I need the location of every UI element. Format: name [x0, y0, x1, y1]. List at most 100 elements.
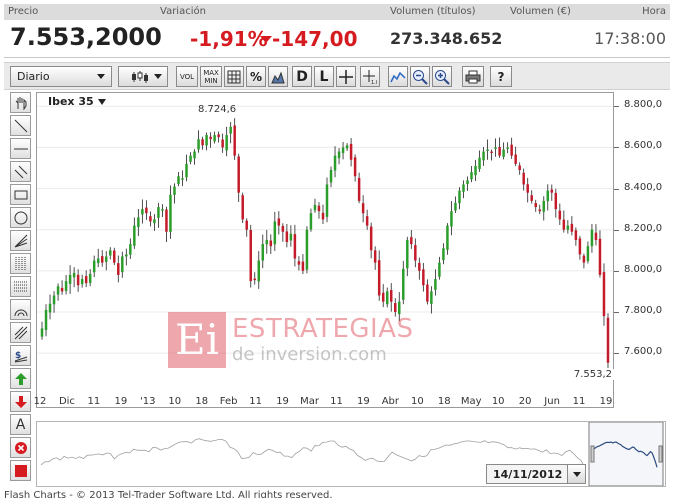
- y-tick-label: 8.200,0: [624, 222, 663, 234]
- svg-text:1.0: 1.0: [371, 80, 377, 84]
- percent-button[interactable]: %: [246, 66, 266, 87]
- daily-button-label: D: [296, 68, 308, 85]
- candle-body: [113, 250, 116, 263]
- gann-tool[interactable]: [10, 322, 31, 343]
- fan-tool[interactable]: [10, 230, 31, 251]
- crosshair-label-icon: 1.0: [363, 69, 377, 84]
- trend-line-tool[interactable]: [10, 115, 31, 136]
- channel-tool[interactable]: [10, 161, 31, 182]
- candle-body: [482, 151, 485, 161]
- candle-body: [241, 195, 244, 220]
- x-axis: 12 Dic 11 19 '13 10 18 Feb 11 19 Mar 11 19 Abr 10 18 May…: [33, 394, 614, 410]
- horizontal-lines-icon: [13, 281, 28, 291]
- volume-button[interactable]: VOL: [176, 66, 198, 87]
- vertical-fibonacci-tool[interactable]: [10, 253, 31, 274]
- arc-tool[interactable]: [10, 299, 31, 320]
- text-tool[interactable]: A: [10, 414, 31, 435]
- navigator-handle[interactable]: [658, 445, 663, 463]
- navigator-handle[interactable]: [590, 445, 595, 463]
- max-min-button[interactable]: MAX MIN: [200, 66, 222, 87]
- zoom-out-icon: [413, 69, 428, 85]
- candle-body: [173, 186, 176, 195]
- buy-signal-tool[interactable]: [10, 368, 31, 389]
- grid-icon: [227, 70, 241, 83]
- candle-body: [578, 238, 582, 255]
- fibonacci-tool[interactable]: [10, 276, 31, 297]
- candle-body: [161, 209, 164, 211]
- candle-body: [277, 218, 281, 226]
- delete-tool[interactable]: [10, 437, 31, 458]
- instrument-select[interactable]: Ibex 35: [48, 95, 106, 108]
- zoom-in-button[interactable]: [432, 66, 452, 87]
- hand-tool[interactable]: [10, 92, 31, 113]
- candle-body: [361, 203, 365, 214]
- candle-body: [305, 229, 309, 270]
- quote-header-values: 7.553,2000 -1,91% -147,00 273.348.652 17…: [4, 20, 670, 58]
- grid-button[interactable]: [224, 66, 244, 87]
- candle-body: [237, 156, 240, 193]
- candle-body: [349, 143, 353, 160]
- time-value: 17:38:00: [594, 29, 666, 48]
- candle-body: [337, 151, 341, 159]
- crosshair-button[interactable]: [336, 66, 356, 87]
- y-axis: 7.600,0 7.800,0 8.000,0 8.200,0 8.400,0 8.600…: [614, 92, 670, 408]
- line-button-label: L: [319, 68, 329, 85]
- x-tick-label: 10: [410, 396, 424, 407]
- arrow-up-icon: [14, 372, 27, 385]
- chart-type-select[interactable]: [118, 66, 168, 87]
- candle-body: [145, 207, 148, 214]
- candle-body: [157, 207, 160, 218]
- arc-icon: [14, 309, 27, 316]
- candle-body: [333, 155, 337, 171]
- candle-body: [209, 136, 212, 140]
- candle-body: [498, 146, 501, 156]
- quote-header-labels: Precio Variación Volumen (títulos) Volum…: [4, 4, 670, 20]
- candle-body: [389, 290, 393, 302]
- candle-body: [470, 172, 473, 180]
- daily-button[interactable]: D: [292, 66, 312, 87]
- mountain-button[interactable]: [268, 66, 288, 87]
- hand-icon: [15, 96, 26, 110]
- x-tick-label: 12: [33, 396, 47, 407]
- help-button[interactable]: ?: [490, 66, 512, 87]
- candle-body: [345, 145, 349, 149]
- color-tool[interactable]: [10, 460, 31, 481]
- candle-body: [414, 245, 417, 261]
- x-tick-label: 11: [87, 396, 101, 407]
- candle-body: [402, 268, 405, 300]
- candle-body: [153, 219, 156, 224]
- sell-signal-tool[interactable]: [10, 391, 31, 412]
- candle-body: [542, 200, 546, 212]
- help-button-label: ?: [497, 69, 505, 84]
- price-chart[interactable]: Ibex 35 8.724,6 7.553,2: [36, 92, 614, 408]
- y-tick-mark: [614, 147, 619, 149]
- chevron-down-icon: [97, 74, 105, 79]
- x-tick-label: Dic: [58, 396, 75, 407]
- x-tick-label: Abr: [381, 396, 400, 407]
- vertical-lines-icon: [15, 256, 25, 271]
- rectangle-tool[interactable]: [10, 184, 31, 205]
- candle-body: [80, 279, 84, 285]
- diagonal-lines-icon: [14, 326, 27, 339]
- candle-body: [285, 231, 289, 243]
- volume-eur-label: Volumen (€): [510, 6, 571, 17]
- period-select[interactable]: Diario: [10, 66, 112, 87]
- navigator-date-select[interactable]: 14/11/2012: [486, 464, 586, 484]
- price-label: Precio: [8, 6, 39, 17]
- horizontal-line-tool[interactable]: [10, 138, 31, 159]
- x-tick-label: 19: [357, 396, 370, 407]
- zoom-out-button[interactable]: [410, 66, 430, 87]
- speed-lines-tool[interactable]: $: [10, 345, 31, 366]
- candle-body: [398, 301, 401, 315]
- volume-value: 273.348.652: [390, 29, 503, 48]
- line-button[interactable]: L: [314, 66, 334, 87]
- candle-body: [301, 261, 305, 271]
- candle-body: [385, 291, 389, 305]
- print-button[interactable]: [462, 66, 484, 87]
- candle-body: [92, 260, 96, 273]
- ellipse-tool[interactable]: [10, 207, 31, 228]
- crosshair-label-button[interactable]: 1.0: [360, 66, 380, 87]
- candle-body: [373, 250, 377, 263]
- zoom-area-button[interactable]: [388, 66, 408, 87]
- candle-body: [474, 165, 477, 176]
